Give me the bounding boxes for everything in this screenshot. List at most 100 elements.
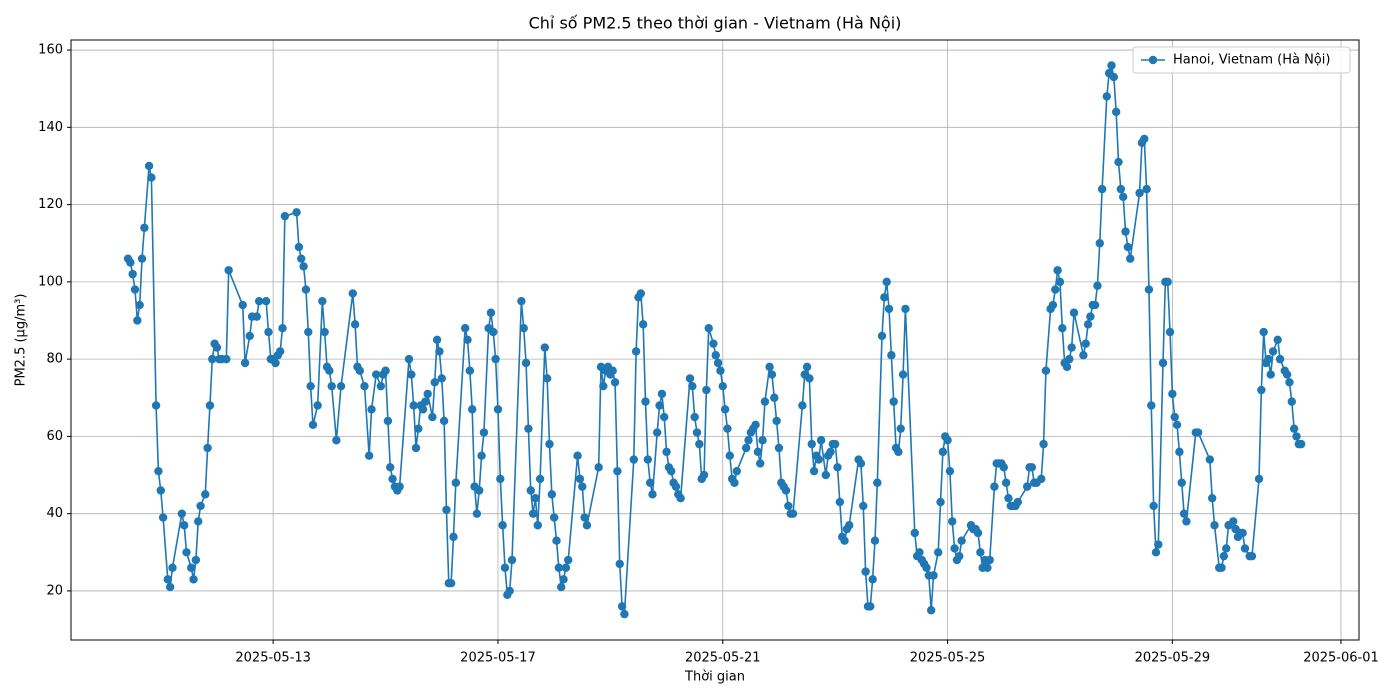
data-point xyxy=(1268,347,1278,356)
data-point xyxy=(414,424,423,433)
data-point xyxy=(189,575,198,584)
data-point xyxy=(519,324,528,333)
data-point xyxy=(741,443,751,453)
data-point xyxy=(1170,412,1179,422)
data-point xyxy=(163,575,172,584)
data-point xyxy=(549,513,559,522)
data-point xyxy=(1111,107,1121,117)
data-point xyxy=(554,563,564,572)
data-point xyxy=(1238,528,1247,538)
data-point xyxy=(807,439,816,449)
data-point xyxy=(798,401,807,410)
data-point xyxy=(533,521,542,530)
data-point xyxy=(1065,354,1074,364)
data-point xyxy=(182,548,191,557)
data-point xyxy=(496,474,505,484)
data-point xyxy=(224,266,233,275)
data-point xyxy=(463,335,472,345)
data-point xyxy=(1275,354,1285,364)
data-point xyxy=(559,575,568,584)
data-point xyxy=(477,451,486,460)
data-point xyxy=(868,575,877,584)
data-point xyxy=(594,463,603,472)
data-point xyxy=(528,509,538,518)
data-point xyxy=(957,536,966,545)
data-point xyxy=(556,582,566,592)
data-point xyxy=(922,563,931,572)
data-point xyxy=(1022,482,1032,491)
data-point xyxy=(1149,501,1158,511)
data-point xyxy=(938,447,948,457)
data-point xyxy=(1135,188,1144,198)
data-point xyxy=(1107,61,1116,70)
data-point xyxy=(615,559,624,569)
data-point xyxy=(493,405,503,414)
data-point xyxy=(306,381,315,391)
y-tick-label: 120 xyxy=(38,197,63,212)
data-point xyxy=(245,331,254,341)
data-point xyxy=(1151,548,1161,557)
data-point xyxy=(158,513,168,522)
data-point xyxy=(526,486,535,495)
data-point xyxy=(1051,285,1060,294)
data-point xyxy=(929,571,938,580)
data-point xyxy=(915,548,924,557)
data-point xyxy=(1062,362,1072,372)
data-point xyxy=(758,436,767,445)
data-point xyxy=(660,412,669,422)
data-point xyxy=(449,532,458,542)
data-point xyxy=(386,463,395,472)
data-point xyxy=(383,416,393,426)
data-point xyxy=(894,447,903,457)
data-point xyxy=(154,466,163,476)
data-point xyxy=(205,401,215,410)
data-point xyxy=(364,451,374,460)
data-point xyxy=(1240,544,1250,553)
x-tick-label: 2025-05-13 xyxy=(235,651,311,666)
data-point xyxy=(411,443,421,453)
data-point xyxy=(439,416,449,426)
data-point xyxy=(545,439,554,449)
data-point xyxy=(657,389,667,399)
data-point xyxy=(1172,420,1182,430)
data-point xyxy=(610,378,620,387)
data-point xyxy=(271,358,280,368)
data-point xyxy=(1254,474,1264,484)
data-point xyxy=(948,517,957,526)
data-point xyxy=(1282,370,1292,379)
data-point xyxy=(1147,401,1156,410)
data-point xyxy=(404,354,414,364)
data-point xyxy=(1229,517,1238,526)
data-point xyxy=(1001,478,1011,487)
data-point xyxy=(1121,227,1130,236)
data-point xyxy=(1039,439,1048,449)
data-point xyxy=(1058,324,1067,333)
data-point xyxy=(360,381,369,391)
data-point xyxy=(135,300,144,310)
data-point xyxy=(580,513,589,522)
data-point xyxy=(599,381,608,391)
data-point xyxy=(254,296,264,306)
data-point xyxy=(788,509,798,518)
data-point xyxy=(1095,239,1104,248)
data-point xyxy=(1165,327,1175,337)
data-point xyxy=(435,347,444,356)
data-point xyxy=(655,401,664,410)
data-point xyxy=(381,366,390,375)
data-point xyxy=(859,501,868,511)
data-point xyxy=(1163,277,1172,287)
data-point xyxy=(355,366,365,375)
data-point xyxy=(692,428,702,437)
data-point xyxy=(578,482,587,491)
data-point xyxy=(489,327,498,337)
data-point xyxy=(1193,428,1203,437)
data-point xyxy=(222,354,231,364)
data-point xyxy=(423,389,432,399)
data-point xyxy=(1158,358,1168,368)
data-point xyxy=(1247,551,1257,561)
data-point xyxy=(561,563,571,572)
data-point xyxy=(168,563,177,572)
data-point xyxy=(491,354,500,364)
data-point xyxy=(835,497,845,507)
data-point xyxy=(889,397,898,406)
